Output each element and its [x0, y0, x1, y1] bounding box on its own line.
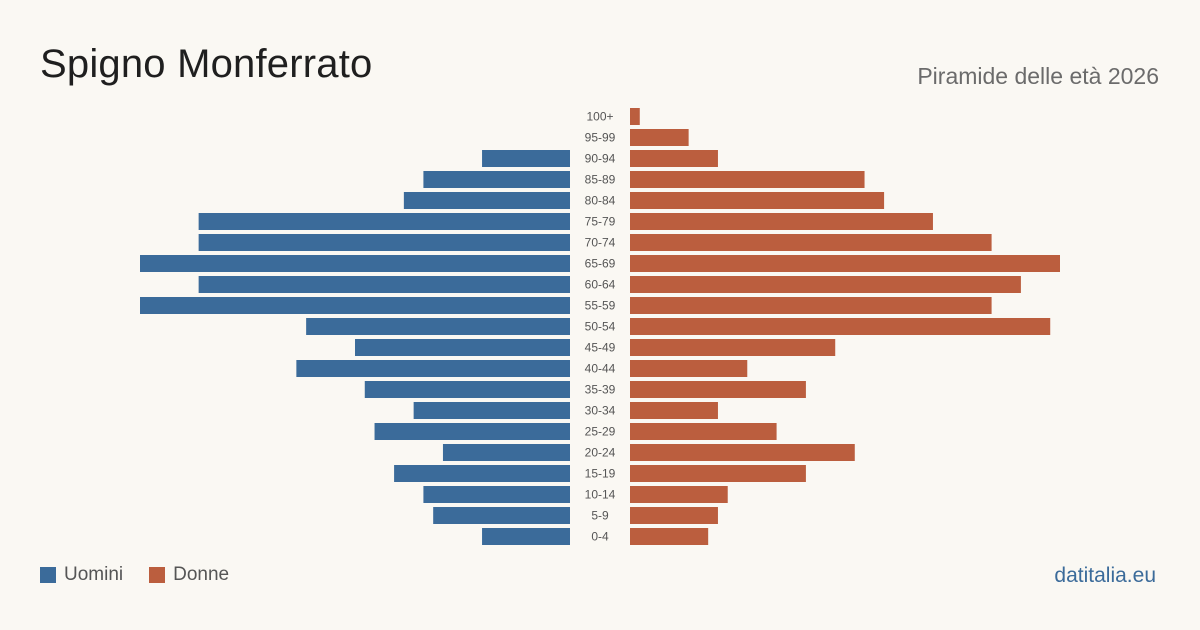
bar-men-50-54: [306, 318, 570, 335]
bar-men-60-64: [198, 276, 571, 293]
bar-men-90-94: [482, 150, 570, 167]
age-label-45-49: 45-49: [585, 341, 616, 355]
legend-swatch-women: [149, 567, 166, 583]
legend-item-women: Donne: [149, 564, 229, 586]
bar-men-75-79: [198, 213, 571, 230]
legend-label-women: Donne: [173, 564, 230, 585]
bar-women-75-79: [630, 213, 933, 230]
age-label-95-99: 95-99: [585, 131, 616, 145]
bar-women-80-84: [630, 192, 885, 209]
age-label-90-94: 90-94: [585, 152, 616, 166]
age-label-20-24: 20-24: [585, 446, 616, 460]
legend-label-men: Uomini: [64, 564, 124, 585]
brand-link[interactable]: datitalia.eu: [1054, 564, 1156, 587]
age-label-100plus: 100+: [586, 110, 613, 124]
page-title: Spigno Monferrato: [40, 42, 373, 86]
age-label-80-84: 80-84: [585, 194, 616, 208]
age-label-25-29: 25-29: [585, 425, 616, 439]
bar-women-50-54: [630, 318, 1051, 335]
bar-women-30-34: [630, 402, 718, 419]
age-label-40-44: 40-44: [585, 362, 616, 376]
bar-women-20-24: [630, 444, 855, 461]
bar-men-35-39: [364, 381, 570, 398]
bar-women-100plus: [630, 108, 640, 125]
age-label-50-54: 50-54: [585, 320, 616, 334]
bar-men-80-84: [403, 192, 570, 209]
bar-women-35-39: [630, 381, 806, 398]
bar-women-40-44: [630, 360, 748, 377]
bar-women-60-64: [630, 276, 1021, 293]
chart-subtitle: Piramide delle età 2026: [917, 63, 1159, 89]
bar-men-15-19: [394, 465, 570, 482]
bar-men-30-34: [413, 402, 570, 419]
bar-women-90-94: [630, 150, 718, 167]
bar-women-5-9: [630, 507, 718, 524]
bar-women-55-59: [630, 297, 992, 314]
age-label-10-14: 10-14: [585, 488, 616, 502]
age-label-75-79: 75-79: [585, 215, 616, 229]
age-label-55-59: 55-59: [585, 299, 616, 313]
bar-women-10-14: [630, 486, 728, 503]
bar-men-45-49: [355, 339, 570, 356]
age-label-65-69: 65-69: [585, 257, 616, 271]
bar-men-10-14: [423, 486, 570, 503]
age-label-70-74: 70-74: [585, 236, 616, 250]
bar-women-45-49: [630, 339, 836, 356]
legend: Uomini Donne: [40, 564, 255, 586]
bar-men-40-44: [296, 360, 570, 377]
bar-women-15-19: [630, 465, 806, 482]
bar-women-65-69: [630, 255, 1060, 272]
bar-men-20-24: [442, 444, 570, 461]
age-label-30-34: 30-34: [585, 404, 616, 418]
age-label-15-19: 15-19: [585, 467, 616, 481]
bar-men-55-59: [140, 297, 570, 314]
bar-men-85-89: [423, 171, 570, 188]
age-label-0-4: 0-4: [591, 530, 609, 544]
bar-women-85-89: [630, 171, 865, 188]
bar-women-25-29: [630, 423, 777, 440]
bar-men-70-74: [198, 234, 571, 251]
legend-item-men: Uomini: [40, 564, 123, 586]
legend-swatch-men: [40, 567, 56, 583]
age-label-5-9: 5-9: [591, 509, 609, 523]
bar-men-5-9: [433, 507, 570, 524]
bar-men-25-29: [374, 423, 570, 440]
bar-men-65-69: [140, 255, 570, 272]
bar-women-95-99: [630, 129, 689, 146]
age-label-35-39: 35-39: [585, 383, 616, 397]
bar-women-0-4: [630, 528, 709, 545]
age-label-60-64: 60-64: [585, 278, 616, 292]
bar-women-70-74: [630, 234, 992, 251]
age-label-85-89: 85-89: [585, 173, 616, 187]
bar-men-0-4: [482, 528, 570, 545]
population-pyramid-chart: 100+ 95-99 90-94 85-89 80-84 75-79 70-74 65-69 6…: [140, 108, 1060, 545]
